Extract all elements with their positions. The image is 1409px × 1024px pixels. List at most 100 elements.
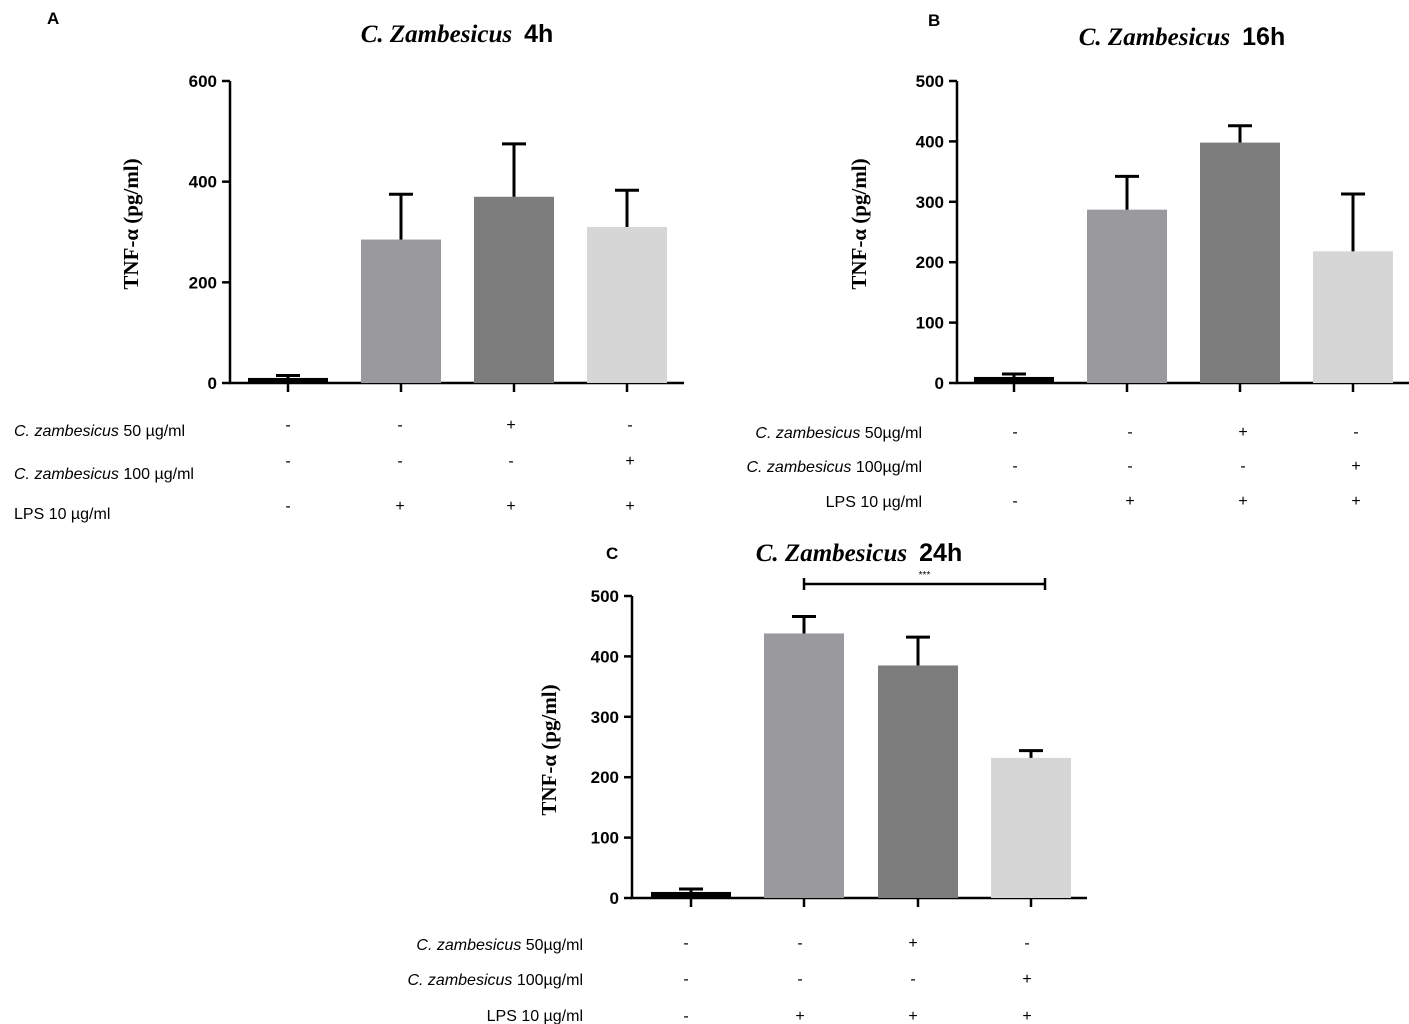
- condition-sign: +: [506, 417, 515, 434]
- y-axis-label: TNF-α (pg/ml): [119, 158, 143, 289]
- condition-sign: -: [683, 971, 688, 988]
- y-tick-label: 300: [916, 193, 944, 212]
- y-tick-label: 400: [916, 132, 944, 151]
- condition-sign: +: [908, 935, 917, 952]
- condition-label-species: C. zambesicus: [755, 425, 860, 442]
- condition-label-species: C. zambesicus: [14, 423, 119, 440]
- condition-label-species: C. zambesicus: [746, 459, 851, 476]
- title-time: 24h: [919, 539, 962, 567]
- panel-letter: C: [606, 544, 618, 563]
- chart-panel-c: C C. Zambesicus 24h TNF-α (pg/ml) 0 100 200 300…: [407, 539, 1087, 1024]
- y-tick-label: 100: [591, 829, 619, 848]
- chart-title: C. Zambesicus 24h: [756, 539, 963, 567]
- condition-label-species: C. zambesicus: [407, 972, 512, 989]
- condition-label-dose: 100 µg/ml: [119, 466, 194, 483]
- y-tick-label: 0: [208, 374, 217, 393]
- condition-label-dose: 100µg/ml: [512, 972, 583, 989]
- chart-panel-b: B C. Zambesicus 16h TNF-α (pg/ml) 0 100 200 300…: [746, 11, 1409, 511]
- condition-sign: -: [1012, 458, 1017, 475]
- condition-sign: -: [1127, 424, 1132, 441]
- title-species: C. Zambesicus: [361, 21, 512, 48]
- condition-sign: -: [508, 453, 513, 470]
- condition-label: C. zambesicus 50µg/ml: [416, 937, 583, 954]
- significance-label: ***: [919, 570, 931, 581]
- y-tick-label: 300: [591, 708, 619, 727]
- condition-label-dose: LPS 10 µg/ml: [826, 494, 922, 511]
- condition-sign: +: [1125, 493, 1134, 510]
- bar: [248, 377, 328, 383]
- bar: [764, 633, 844, 898]
- condition-label: C. zambesicus 50 µg/ml: [14, 423, 185, 440]
- y-tick-label: 400: [189, 173, 217, 192]
- chart-title: C. Zambesicus 16h: [1079, 23, 1286, 51]
- chart-panel-a: A C. Zambesicus 4h TNF-α (pg/ml) 0 200 400 600 C…: [14, 9, 684, 523]
- condition-label: LPS 10 µg/ml: [14, 506, 110, 523]
- condition-sign: +: [795, 1008, 804, 1024]
- condition-sign: -: [397, 417, 402, 434]
- condition-sign: -: [1240, 458, 1245, 475]
- condition-sign: -: [797, 971, 802, 988]
- y-tick-label: 200: [591, 768, 619, 787]
- y-tick-label: 100: [916, 314, 944, 333]
- bar: [651, 891, 731, 898]
- condition-label: LPS 10 µg/ml: [826, 494, 922, 511]
- y-tick-label: 0: [610, 889, 619, 908]
- y-tick-label: 200: [916, 253, 944, 272]
- condition-sign: -: [910, 971, 915, 988]
- y-axis-label: TNF-α (pg/ml): [847, 158, 871, 289]
- condition-label: C. zambesicus 100µg/ml: [746, 459, 922, 476]
- condition-sign: +: [908, 1008, 917, 1024]
- condition-label: C. zambesicus 100 µg/ml: [14, 466, 194, 483]
- condition-label-dose: LPS 10 µg/ml: [487, 1008, 583, 1024]
- condition-sign: +: [1238, 424, 1247, 441]
- condition-sign: +: [1022, 971, 1031, 988]
- condition-sign: -: [397, 453, 402, 470]
- condition-sign: -: [1353, 424, 1358, 441]
- condition-sign: +: [1022, 1008, 1031, 1024]
- condition-sign: -: [683, 1008, 688, 1024]
- bar: [587, 226, 667, 383]
- condition-sign: -: [683, 935, 688, 952]
- bar: [474, 196, 554, 383]
- condition-label: LPS 10 µg/ml: [487, 1008, 583, 1024]
- condition-label-species: C. zambesicus: [14, 466, 119, 483]
- y-axis-label: TNF-α (pg/ml): [537, 684, 561, 815]
- condition-sign: +: [1351, 458, 1360, 475]
- y-tick-label: 0: [935, 374, 944, 393]
- y-tick-label: 200: [189, 273, 217, 292]
- condition-label-dose: 50µg/ml: [521, 937, 583, 954]
- condition-label: C. zambesicus 100µg/ml: [407, 972, 583, 989]
- panel-letter: B: [928, 11, 940, 30]
- title-species: C. Zambesicus: [1079, 24, 1230, 51]
- condition-label-dose: 100µg/ml: [851, 459, 922, 476]
- condition-sign: -: [627, 417, 632, 434]
- y-tick-label: 500: [591, 587, 619, 606]
- condition-label-species: C. zambesicus: [416, 937, 521, 954]
- y-tick-label: 600: [189, 72, 217, 91]
- bar: [1200, 142, 1280, 383]
- condition-sign: -: [1012, 493, 1017, 510]
- bar: [991, 757, 1071, 898]
- title-time: 16h: [1242, 23, 1285, 51]
- condition-sign: +: [395, 498, 404, 515]
- bar: [361, 239, 441, 383]
- condition-sign: -: [1127, 458, 1132, 475]
- condition-label-dose: 50 µg/ml: [119, 423, 185, 440]
- condition-label: C. zambesicus 50µg/ml: [755, 425, 922, 442]
- condition-sign: -: [1012, 424, 1017, 441]
- bar: [974, 376, 1054, 383]
- title-species: C. Zambesicus: [756, 540, 907, 567]
- bar: [1087, 209, 1167, 383]
- condition-sign: +: [625, 498, 634, 515]
- condition-sign: +: [506, 498, 515, 515]
- condition-sign: +: [1238, 493, 1247, 510]
- chart-title: C. Zambesicus 4h: [361, 20, 554, 48]
- condition-sign: -: [285, 453, 290, 470]
- condition-sign: -: [797, 935, 802, 952]
- condition-sign: -: [285, 498, 290, 515]
- condition-label-dose: 50µg/ml: [860, 425, 922, 442]
- condition-sign: -: [285, 417, 290, 434]
- bar: [878, 665, 958, 898]
- bar: [1313, 251, 1393, 383]
